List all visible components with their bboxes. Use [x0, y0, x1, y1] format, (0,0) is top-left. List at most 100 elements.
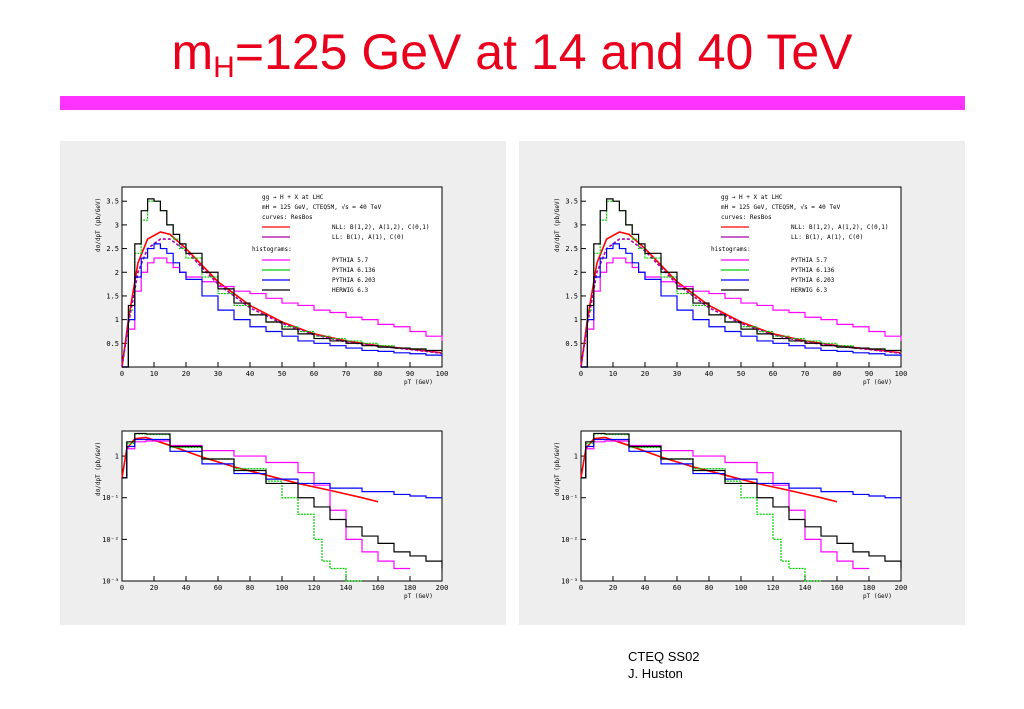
legend-header-line: mH = 125 GeV, CTEQ5M, √s = 40 TeV [721, 204, 841, 211]
legend-entry-pythia-6-203: PYTHIA 6.203 [791, 277, 835, 284]
legend-header-line: gg → H + X at LHC [262, 194, 324, 201]
x-tick-label: 160 [831, 584, 844, 592]
series-herwig-6-3 [122, 198, 443, 368]
x-tick-label: 200 [895, 584, 908, 592]
x-tick-label: 100 [735, 584, 748, 592]
series-pythia-5-7 [581, 440, 869, 570]
x-tick-label: 20 [641, 370, 649, 378]
series-pythia-5-7 [122, 257, 443, 368]
legend-header-line: curves: ResBos [721, 214, 772, 221]
x-tick-label: 0 [120, 584, 124, 592]
y-tick-label: 1 [115, 316, 119, 324]
x-tick-label: 0 [579, 370, 583, 378]
x-tick-label: 80 [374, 370, 382, 378]
y-tick-label: 0.5 [106, 340, 119, 348]
y-tick-label: 1.5 [106, 292, 119, 300]
y-tick-label: 10⁻³ [561, 578, 578, 586]
chart-left-top: 0 10 20 30 40 50 60 70 80 90 100 0.5 1 1.5 2 2.5 3 3.5 pT … [95, 186, 449, 386]
series-pythia-5-7 [122, 440, 410, 570]
x-tick-label: 10 [609, 370, 617, 378]
legend-entry-pythia-5-7: PYTHIA 5.7 [332, 257, 369, 264]
x-axis-label: pT (GeV) [863, 593, 892, 600]
legend-curve-label: NLL: B(1,2), A(1,2), C(0,1) [791, 224, 889, 231]
x-tick-label: 140 [799, 584, 812, 592]
x-tick-label: 10 [150, 370, 158, 378]
x-tick-label: 0 [120, 370, 124, 378]
x-tick-label: 20 [182, 370, 190, 378]
x-tick-label: 70 [342, 370, 350, 378]
series-herwig-6-3 [581, 432, 902, 569]
title-rest: =125 GeV at 14 and 40 TeV [234, 24, 853, 80]
chart-panel-right: 0 10 20 30 40 50 60 70 80 90 100 0.5 1 1.5 2 2.5 3 3.5 pT … [519, 141, 965, 625]
y-tick-label: 3.5 [106, 198, 119, 206]
legend-header-line: gg → H + X at LHC [721, 194, 783, 201]
plot-frame [580, 186, 902, 368]
slide-title: mH=125 GeV at 14 and 40 TeV [0, 22, 1024, 84]
y-tick-label: 2.5 [106, 245, 119, 253]
y-axis-label: dσ/dpT (pb/GeV) [95, 198, 102, 252]
x-tick-label: 140 [340, 584, 353, 592]
y-tick-label: 0.5 [565, 340, 578, 348]
y-tick-label: 1.5 [565, 292, 578, 300]
x-tick-label: 180 [863, 584, 876, 592]
x-tick-label: 80 [833, 370, 841, 378]
footer: CTEQ SS02 J. Huston [628, 648, 700, 682]
y-tick-label: 3.5 [565, 198, 578, 206]
x-tick-label: 50 [278, 370, 286, 378]
series-pythia-6-203 [122, 243, 443, 368]
series-pythia-5-7 [581, 257, 902, 368]
legend-entry-pythia-6-136: PYTHIA 6.136 [791, 267, 835, 274]
x-tick-label: 30 [214, 370, 222, 378]
x-axis-label: pT (GeV) [863, 379, 892, 386]
chart-panel-left-svg: 0 10 20 30 40 50 60 70 80 90 1000.511.522.533.5pT … [95, 186, 449, 600]
x-tick-label: 40 [246, 370, 254, 378]
x-tick-label: 100 [436, 370, 449, 378]
y-tick-label: 10⁻¹ [561, 494, 578, 502]
legend-entry-herwig-6-3: HERWIG 6.3 [791, 287, 828, 294]
legend-histograms-header: histograms: [252, 246, 292, 253]
legend-entry-pythia-6-203: PYTHIA 6.203 [332, 277, 376, 284]
y-tick-label: 10⁻² [102, 536, 119, 544]
y-tick-label: 2 [115, 269, 119, 277]
chart-panel-left: 0 10 20 30 40 50 60 70 80 90 100 0.5 1 1.5 2 2.5 3 3.5 pT … [60, 141, 506, 625]
y-tick-label: 1 [574, 316, 578, 324]
x-tick-label: 80 [705, 584, 713, 592]
series-herwig-6-3 [122, 432, 443, 569]
chart-left-bottom: 0 20 40 60 80 100 120 140 160 180 200 10⁻³ 10⁻² 10⁻¹ 1… [95, 430, 449, 600]
series-nll [580, 436, 838, 503]
legend-histograms-header: histograms: [711, 246, 751, 253]
x-tick-label: 120 [767, 584, 780, 592]
x-tick-label: 60 [769, 370, 777, 378]
legend-curve-label: LL: B(1), A(1), C(0) [791, 234, 863, 241]
title-underline-bar [60, 96, 965, 110]
x-tick-label: 60 [214, 584, 222, 592]
y-tick-label: 2 [574, 269, 578, 277]
chart-right-bottom: 0 20 40 60 80 100 120 140 160 180 200 10⁻³ 10⁻² 10⁻¹ 1… [554, 430, 908, 600]
y-tick-label: 10⁻² [561, 536, 578, 544]
chart-panel-right-svg: 0 10 20 30 40 50 60 70 80 90 1000.511.522.533.5pT … [554, 186, 908, 600]
x-tick-label: 60 [673, 584, 681, 592]
legend-header-line: mH = 125 GeV, CTEQ5M, √s = 40 TeV [262, 204, 382, 211]
x-tick-label: 30 [673, 370, 681, 378]
series-herwig-6-3 [581, 198, 902, 368]
legend-entry-pythia-5-7: PYTHIA 5.7 [791, 257, 828, 264]
plot-frame [121, 186, 443, 368]
x-tick-label: 20 [150, 584, 158, 592]
y-axis-label: dσ/dpT (pb/GeV) [554, 442, 561, 496]
chart-right-top: 0 10 20 30 40 50 60 70 80 90 100 0.5 1 1.5 2 2.5 3 3.5 pT … [554, 186, 908, 386]
legend-entry-herwig-6-3: HERWIG 6.3 [332, 287, 369, 294]
legend-curve-label: LL: B(1), A(1), C(0) [332, 234, 404, 241]
y-tick-label: 1 [115, 453, 119, 461]
series-pythia-6-203 [581, 243, 902, 368]
title-subscript: H [213, 51, 235, 84]
x-tick-label: 180 [404, 584, 417, 592]
x-tick-label: 200 [436, 584, 449, 592]
x-tick-label: 40 [705, 370, 713, 378]
plot-frame [121, 430, 443, 582]
series-pythia-6-136 [122, 200, 443, 368]
x-tick-label: 60 [310, 370, 318, 378]
footer-line-2: J. Huston [628, 666, 683, 681]
x-tick-label: 100 [276, 584, 289, 592]
series-nll [121, 436, 379, 503]
x-tick-label: 100 [895, 370, 908, 378]
